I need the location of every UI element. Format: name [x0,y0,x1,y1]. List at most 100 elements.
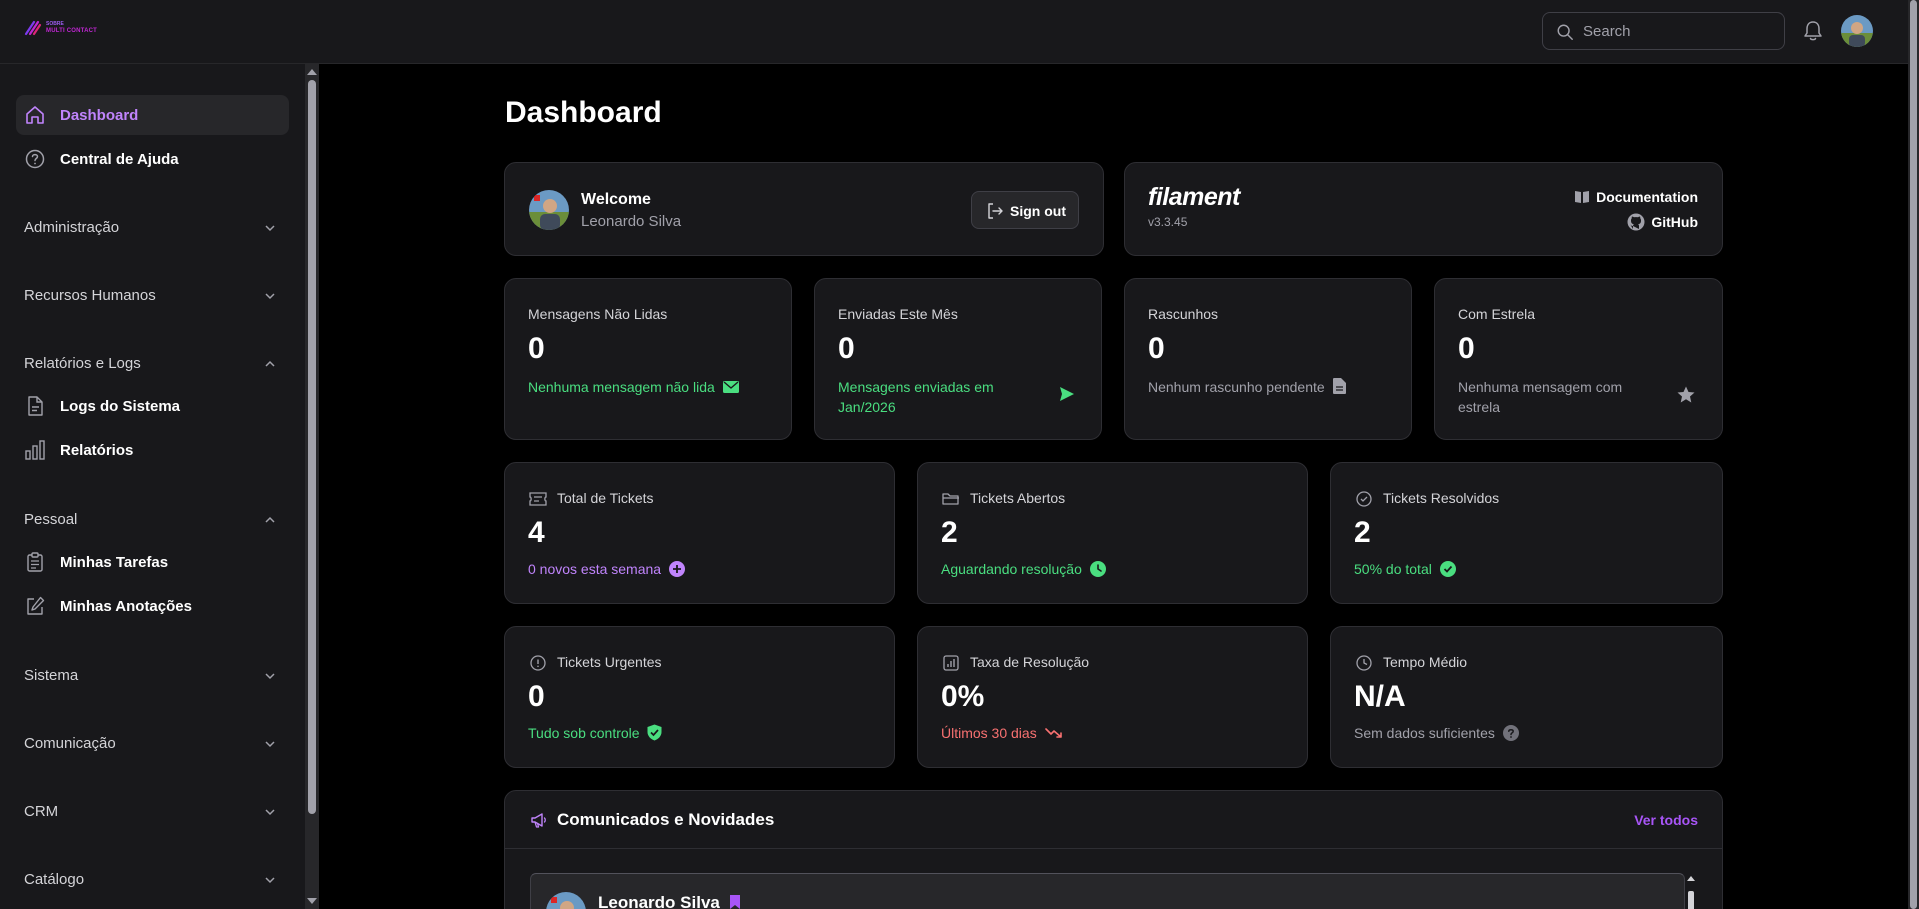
logo-text-top: SOBRE [46,21,64,27]
sidebar-item-logs-do-sistema[interactable]: Logs do Sistema [16,386,289,426]
scrollbar-thumb[interactable] [308,80,316,814]
stat-card-tickets-abertos: Tickets Abertos 2 Aguardando resolução [917,462,1308,604]
bell-icon[interactable] [1803,20,1823,42]
page-scrollbar[interactable] [1908,0,1919,909]
stat-description-text: Tudo sob controle [528,725,640,741]
logo-text-main: MULTI CONTACT [46,28,98,34]
news-scrollbar[interactable] [1685,873,1697,909]
group-comunicacao[interactable]: Comunicação [24,735,116,752]
chevron-up-icon[interactable] [263,513,277,527]
stat-description-text: Sem dados suficientes [1354,725,1495,741]
sign-out-button[interactable]: Sign out [971,191,1079,229]
sidebar-item-relatorios[interactable]: Relatórios [16,430,289,470]
stat-card-tempo-medio: Tempo Médio N/A Sem dados suficientes [1330,626,1723,768]
avatar-image [546,892,586,909]
search-icon [1557,24,1573,40]
chevron-down-icon[interactable] [263,873,277,887]
stat-description: Últimos 30 dias [941,723,1063,743]
scroll-down-arrow[interactable] [307,898,317,904]
help-circle-icon [25,149,45,169]
avatar-image [1841,15,1873,47]
chevron-down-icon[interactable] [263,221,277,235]
sidebar-item-central-de-ajuda[interactable]: Central de Ajuda [16,139,289,179]
welcome-card: Welcome Leonardo Silva Sign out [504,162,1104,256]
sidebar-item-dashboard[interactable]: Dashboard [16,95,289,135]
stat-card-taxa-de-resolucao: Taxa de Resolução 0% Últimos 30 dias [917,626,1308,768]
stat-label: Total de Tickets [557,490,654,506]
stat-label: Rascunhos [1148,306,1219,322]
megaphone-icon [531,813,546,828]
sidebar-item-label: Minhas Tarefas [60,554,169,571]
group-catalogo[interactable]: Catálogo [24,871,85,888]
news-title: Comunicados e Novidades [557,810,775,829]
stat-label: Tempo Médio [1383,654,1468,670]
stat-description: Nenhuma mensagem com estrela [1458,379,1623,415]
documentation-link[interactable]: Documentation [1574,189,1698,205]
stat-description: Tudo sob controle [528,723,662,743]
scrollbar-thumb[interactable] [1910,0,1917,909]
bookmark-icon [730,895,740,909]
app-logo[interactable]: SOBRE MULTI CONTACT [24,18,104,40]
document-icon [28,396,43,416]
stat-label: Enviadas Este Mês [838,306,958,322]
ticket-icon [529,492,547,506]
document-text-icon [1332,378,1346,394]
stat-label: Tickets Resolvidos [1383,490,1500,506]
stat-description: Mensagens enviadas em Jan/2026 [838,379,994,415]
group-relatorios-e-logs[interactable]: Relatórios e Logs [24,355,141,372]
news-author: Leonardo Silva [598,893,720,909]
stat-label: Taxa de Resolução [970,654,1090,670]
chevron-down-icon[interactable] [263,289,277,303]
bar-chart-icon [25,440,45,460]
github-link[interactable]: GitHub [1627,213,1698,231]
topbar: SOBRE MULTI CONTACT [0,0,1908,64]
avatar [546,892,586,909]
stat-value: 2 [1354,516,1371,549]
stat-description: 50% do total [1354,559,1456,579]
logo-mark-icon [24,20,42,36]
documentation-label: Documentation [1596,189,1698,205]
filament-info-card: filament v3.3.45 Documentation GitHub [1124,162,1723,256]
scroll-up-arrow[interactable] [307,69,317,75]
search-input[interactable] [1583,13,1778,49]
news-card: Comunicados e Novidades Ver todos Leonar… [504,790,1723,909]
chevron-up-icon[interactable] [263,357,277,371]
group-administracao[interactable]: Administração [24,219,120,236]
view-all-link[interactable]: Ver todos [1634,812,1698,828]
envelope-icon [722,381,739,393]
user-avatar[interactable] [1841,15,1873,47]
stat-description-text: 50% do total [1354,561,1432,577]
stat-card-mensagens-nao-lidas: Mensagens Não Lidas 0 Nenhuma mensagem n… [504,278,792,440]
stat-card-total-de-tickets: Total de Tickets 4 0 novos esta semana [504,462,895,604]
sidebar-item-minhas-tarefas[interactable]: Minhas Tarefas [16,542,289,582]
stat-value: 0 [1458,332,1475,365]
group-pessoal[interactable]: Pessoal [24,511,78,528]
group-recursos-humanos[interactable]: Recursos Humanos [24,287,156,304]
page-title: Dashboard [505,96,662,129]
stat-value: 0 [1148,332,1165,365]
search-box[interactable] [1542,12,1785,50]
logout-icon [988,203,1003,219]
stat-value: N/A [1354,680,1406,713]
pencil-square-icon [27,596,45,615]
sidebar-scrollbar[interactable] [305,64,319,909]
sidebar-item-minhas-anotacoes[interactable]: Minhas Anotações [16,586,289,626]
chevron-down-icon[interactable] [263,737,277,751]
sidebar-item-label: Minhas Anotações [60,598,192,615]
group-sistema[interactable]: Sistema [24,667,79,684]
news-header: Comunicados e Novidades Ver todos [505,791,1722,849]
check-badge-icon [1439,561,1456,577]
group-crm[interactable]: CRM [24,803,59,820]
news-item[interactable]: Leonardo Silva [530,873,1685,909]
clock-icon [1356,655,1372,671]
check-circle-icon [1356,491,1372,507]
stat-label: Tickets Urgentes [557,654,662,670]
stat-description-text: 0 novos esta semana [528,561,662,577]
chevron-down-icon[interactable] [263,805,277,819]
clock-icon [1089,561,1106,577]
welcome-title: Welcome [581,191,651,208]
stat-value: 0 [528,332,545,365]
filament-logo: filament [1148,183,1240,211]
stat-card-rascunhos: Rascunhos 0 Nenhum rascunho pendente [1124,278,1412,440]
chevron-down-icon[interactable] [263,669,277,683]
